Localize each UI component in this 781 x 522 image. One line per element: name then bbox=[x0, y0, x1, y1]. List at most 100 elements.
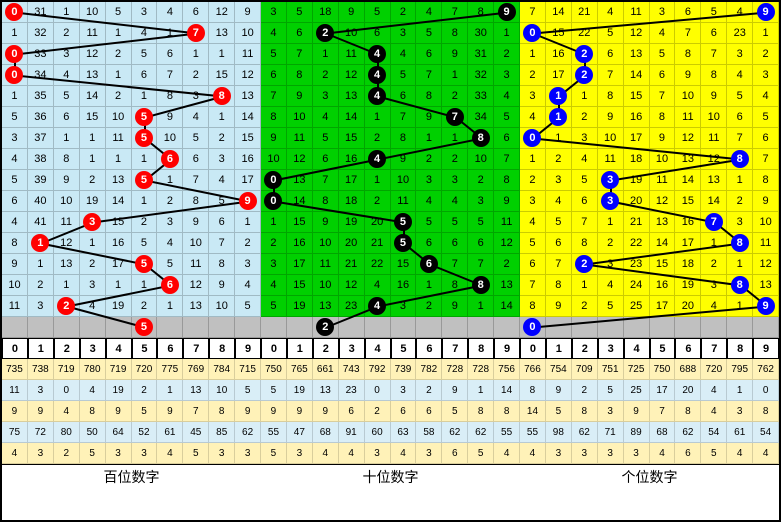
grid-cell: 4 bbox=[261, 23, 287, 44]
grid-cell: 6 bbox=[520, 254, 546, 275]
grid-cell: 32 bbox=[28, 23, 54, 44]
grid-cell: 6 bbox=[650, 65, 676, 86]
grid-cell: 33 bbox=[468, 86, 494, 107]
grid-cell: 8 bbox=[650, 107, 676, 128]
grid-cell: 2 bbox=[572, 296, 598, 317]
grid-cell: 18 bbox=[675, 254, 701, 275]
grid-cell: 5 bbox=[157, 254, 183, 275]
grid-cell: 17 bbox=[106, 254, 132, 275]
trend-ball: 5 bbox=[135, 255, 153, 273]
grid-row: 1355142183813 bbox=[2, 86, 261, 107]
grid-cell: 1 bbox=[28, 233, 54, 254]
grid-cell: 6 bbox=[157, 44, 183, 65]
grid-cell: 13 bbox=[209, 23, 235, 44]
grid-cell: 19 bbox=[675, 275, 701, 296]
stats-cell: 3 bbox=[391, 380, 417, 401]
grid-cell: 3 bbox=[261, 254, 287, 275]
stats-cell: 8 bbox=[572, 401, 598, 422]
digit-header-cell: 7 bbox=[701, 338, 727, 359]
grid-cell: 11 bbox=[391, 191, 417, 212]
grid-cell: 4 bbox=[650, 23, 676, 44]
section-label: 十位数字 bbox=[261, 464, 520, 488]
grid-cell: 1 bbox=[468, 296, 494, 317]
grid-cell: 4 bbox=[365, 149, 391, 170]
stats-row: 4333346544 bbox=[520, 443, 779, 464]
grid-cell: 2 bbox=[28, 275, 54, 296]
trend-ball: 2 bbox=[575, 255, 593, 273]
grid-cell: 1 bbox=[727, 170, 753, 191]
grid-row: 216102021566612 bbox=[261, 233, 520, 254]
grid-cell: 1 bbox=[157, 23, 183, 44]
stats-cell: 1 bbox=[468, 380, 494, 401]
stats-cell: 62 bbox=[442, 422, 468, 443]
grid-cell: 15 bbox=[650, 254, 676, 275]
grid-cell: 14 bbox=[287, 191, 313, 212]
grid-cell: 23 bbox=[727, 23, 753, 44]
trend-ball: 6 bbox=[161, 150, 179, 168]
grid-cell: 5 bbox=[132, 44, 158, 65]
stats-cell: 5 bbox=[598, 380, 624, 401]
grid-cell: 5 bbox=[132, 128, 158, 149]
stats-cell: 62 bbox=[675, 422, 701, 443]
stats-row: 14583978438 bbox=[520, 401, 779, 422]
grid-cell: 4 bbox=[520, 107, 546, 128]
stats-cell: 5 bbox=[261, 380, 287, 401]
grid-row: 793134682334 bbox=[261, 86, 520, 107]
grid-cell: 12 bbox=[235, 65, 261, 86]
digit-header-cell: 0 bbox=[520, 338, 546, 359]
grid-cell: 4 bbox=[494, 86, 520, 107]
grid-cell: 17 bbox=[675, 233, 701, 254]
grid-cell: 4 bbox=[546, 191, 572, 212]
trend-ball: 4 bbox=[368, 87, 386, 105]
grid-cell: 5 bbox=[365, 2, 391, 23]
trend-ball: 7 bbox=[187, 24, 205, 42]
grid-cell: 11 bbox=[80, 23, 106, 44]
grid-cell: 6 bbox=[54, 107, 80, 128]
stats-cell: 9 bbox=[28, 401, 54, 422]
trend-ball: 5 bbox=[394, 213, 412, 231]
grid-cell: 9 bbox=[235, 2, 261, 23]
grid-cell: 5 bbox=[391, 212, 417, 233]
grid-cell: 5 bbox=[235, 296, 261, 317]
stats-cell: 61 bbox=[727, 422, 753, 443]
grid-cell: 1 bbox=[157, 296, 183, 317]
grid-cell: 3 bbox=[391, 23, 417, 44]
grid-cell bbox=[598, 317, 624, 338]
stats-cell: 54 bbox=[753, 422, 779, 443]
stats-cell: 4 bbox=[54, 401, 80, 422]
grid-cell bbox=[572, 317, 598, 338]
grid-cell: 3 bbox=[753, 65, 779, 86]
grid-cell: 3 bbox=[132, 2, 158, 23]
grid-cell: 10 bbox=[598, 128, 624, 149]
grid-cell: 10 bbox=[54, 191, 80, 212]
grid-cell: 11 bbox=[235, 44, 261, 65]
digit-header-cell: 2 bbox=[313, 338, 339, 359]
grid-cell: 7 bbox=[546, 254, 572, 275]
grid-cell: 11 bbox=[624, 2, 650, 23]
sections-container: 0311105346129132211141713100333122561111… bbox=[2, 2, 779, 488]
grid-row: 0137171103328 bbox=[261, 170, 520, 191]
stats-cell: 63 bbox=[391, 422, 417, 443]
grid-cell: 12 bbox=[339, 275, 365, 296]
grid-cell: 1 bbox=[416, 128, 442, 149]
grid-cell: 2 bbox=[391, 2, 417, 23]
grid-cell: 9 bbox=[416, 107, 442, 128]
grid-cell: 11 bbox=[598, 149, 624, 170]
grid-row: 0148182114439 bbox=[261, 191, 520, 212]
grid-cell: 1 bbox=[572, 275, 598, 296]
grid-cell: 1 bbox=[416, 275, 442, 296]
grid-row: 51913234329114 bbox=[261, 296, 520, 317]
grid-cell: 7 bbox=[520, 275, 546, 296]
stats-cell: 6 bbox=[339, 401, 365, 422]
grid-cell: 17 bbox=[546, 65, 572, 86]
grid-cell: 4 bbox=[313, 107, 339, 128]
grid-row: 8112116541072 bbox=[2, 233, 261, 254]
grid-cell: 7 bbox=[183, 23, 209, 44]
grid-row: 217271469843 bbox=[520, 65, 779, 86]
grid-cell: 15 bbox=[287, 212, 313, 233]
grid-cell bbox=[675, 317, 701, 338]
grid-cell bbox=[416, 317, 442, 338]
trend-ball: 2 bbox=[57, 297, 75, 315]
grid-cell: 3 bbox=[520, 191, 546, 212]
grid-cell: 9 bbox=[442, 44, 468, 65]
